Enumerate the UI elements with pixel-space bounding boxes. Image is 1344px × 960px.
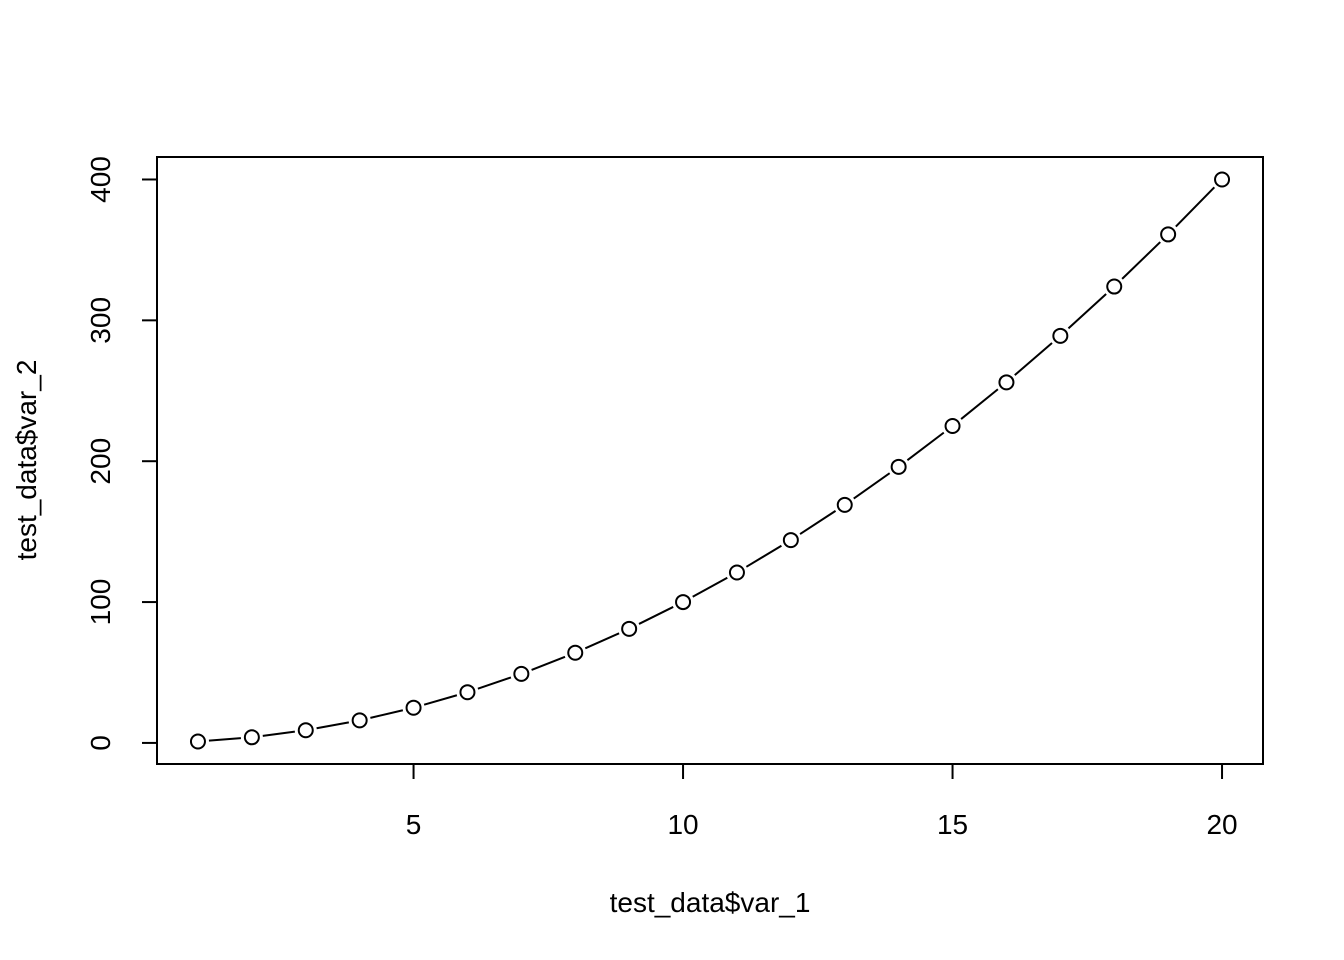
point bbox=[998, 374, 1015, 391]
point bbox=[405, 699, 422, 716]
connector bbox=[477, 676, 512, 690]
connector bbox=[960, 388, 999, 420]
y-tick-label: 300 bbox=[85, 297, 116, 344]
point bbox=[1106, 278, 1123, 295]
y-axis-label: test_data$var_2 bbox=[11, 360, 42, 561]
connector bbox=[316, 721, 350, 730]
point bbox=[297, 722, 314, 739]
point bbox=[675, 594, 692, 611]
connector bbox=[262, 730, 295, 737]
point bbox=[1052, 327, 1069, 344]
x-tick-label: 5 bbox=[406, 809, 422, 840]
x-axis-label: test_data$var_1 bbox=[610, 887, 811, 918]
x-tick-label: 10 bbox=[667, 809, 698, 840]
point bbox=[351, 712, 368, 729]
point bbox=[1214, 171, 1231, 188]
point bbox=[782, 532, 799, 549]
connector bbox=[799, 510, 837, 535]
y-tick-label: 0 bbox=[85, 735, 116, 751]
point bbox=[567, 644, 584, 661]
connector bbox=[584, 632, 620, 650]
connector bbox=[1175, 186, 1216, 228]
point bbox=[728, 564, 745, 581]
connector bbox=[853, 472, 891, 500]
x-tick-label: 15 bbox=[937, 809, 968, 840]
point bbox=[621, 620, 638, 637]
point bbox=[890, 458, 907, 475]
connector bbox=[370, 709, 404, 719]
connector bbox=[423, 694, 458, 706]
connector bbox=[531, 655, 566, 671]
point bbox=[1160, 226, 1177, 243]
y-tick-label: 200 bbox=[85, 438, 116, 485]
connector bbox=[1121, 241, 1161, 280]
connector bbox=[638, 606, 674, 625]
connector bbox=[1067, 293, 1107, 330]
connector bbox=[692, 576, 728, 598]
connector bbox=[745, 544, 782, 568]
y-tick-label: 400 bbox=[85, 156, 116, 203]
connector bbox=[1014, 342, 1053, 376]
connector bbox=[208, 737, 241, 742]
y-tick-label: 100 bbox=[85, 579, 116, 626]
x-tick-label: 20 bbox=[1206, 809, 1237, 840]
point bbox=[189, 733, 206, 750]
point bbox=[513, 665, 530, 682]
point bbox=[243, 729, 260, 746]
connector bbox=[906, 431, 945, 461]
point bbox=[944, 417, 961, 434]
point bbox=[836, 496, 853, 513]
plot-frame bbox=[156, 156, 1264, 765]
point bbox=[459, 684, 476, 701]
